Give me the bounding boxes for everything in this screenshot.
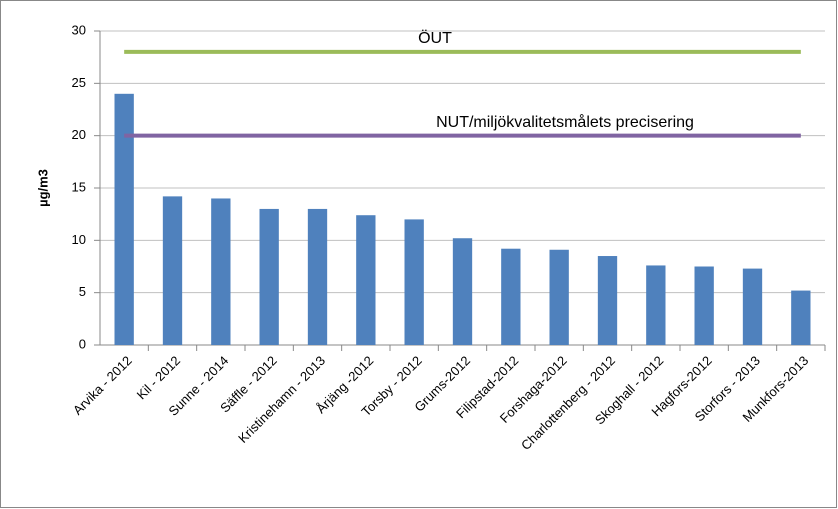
- bar: [162, 196, 183, 345]
- y-tick-label: 10: [72, 232, 86, 247]
- bar: [549, 249, 569, 345]
- reference-label: NUT/miljökvalitetsmålets precisering: [436, 113, 694, 131]
- bar: [694, 266, 714, 345]
- bar: [646, 265, 666, 345]
- y-axis-label: µg/m3: [35, 169, 50, 207]
- bar: [597, 256, 618, 345]
- bar: [791, 290, 811, 345]
- y-tick-label: 5: [79, 284, 86, 299]
- bar: [211, 198, 231, 345]
- y-tick-label: 30: [72, 22, 86, 37]
- bar: [501, 248, 521, 345]
- bar: [742, 268, 763, 345]
- bar: [452, 238, 473, 345]
- bar: [307, 208, 328, 345]
- bar: [259, 208, 279, 345]
- bar: [404, 219, 424, 345]
- y-tick-label: 0: [79, 336, 86, 351]
- bar: [356, 215, 376, 345]
- y-tick-label: 25: [72, 75, 86, 90]
- y-tick-label: 15: [72, 179, 86, 194]
- reference-label: ÖUT: [418, 29, 452, 47]
- y-tick-label: 20: [72, 127, 86, 142]
- bar: [114, 93, 134, 345]
